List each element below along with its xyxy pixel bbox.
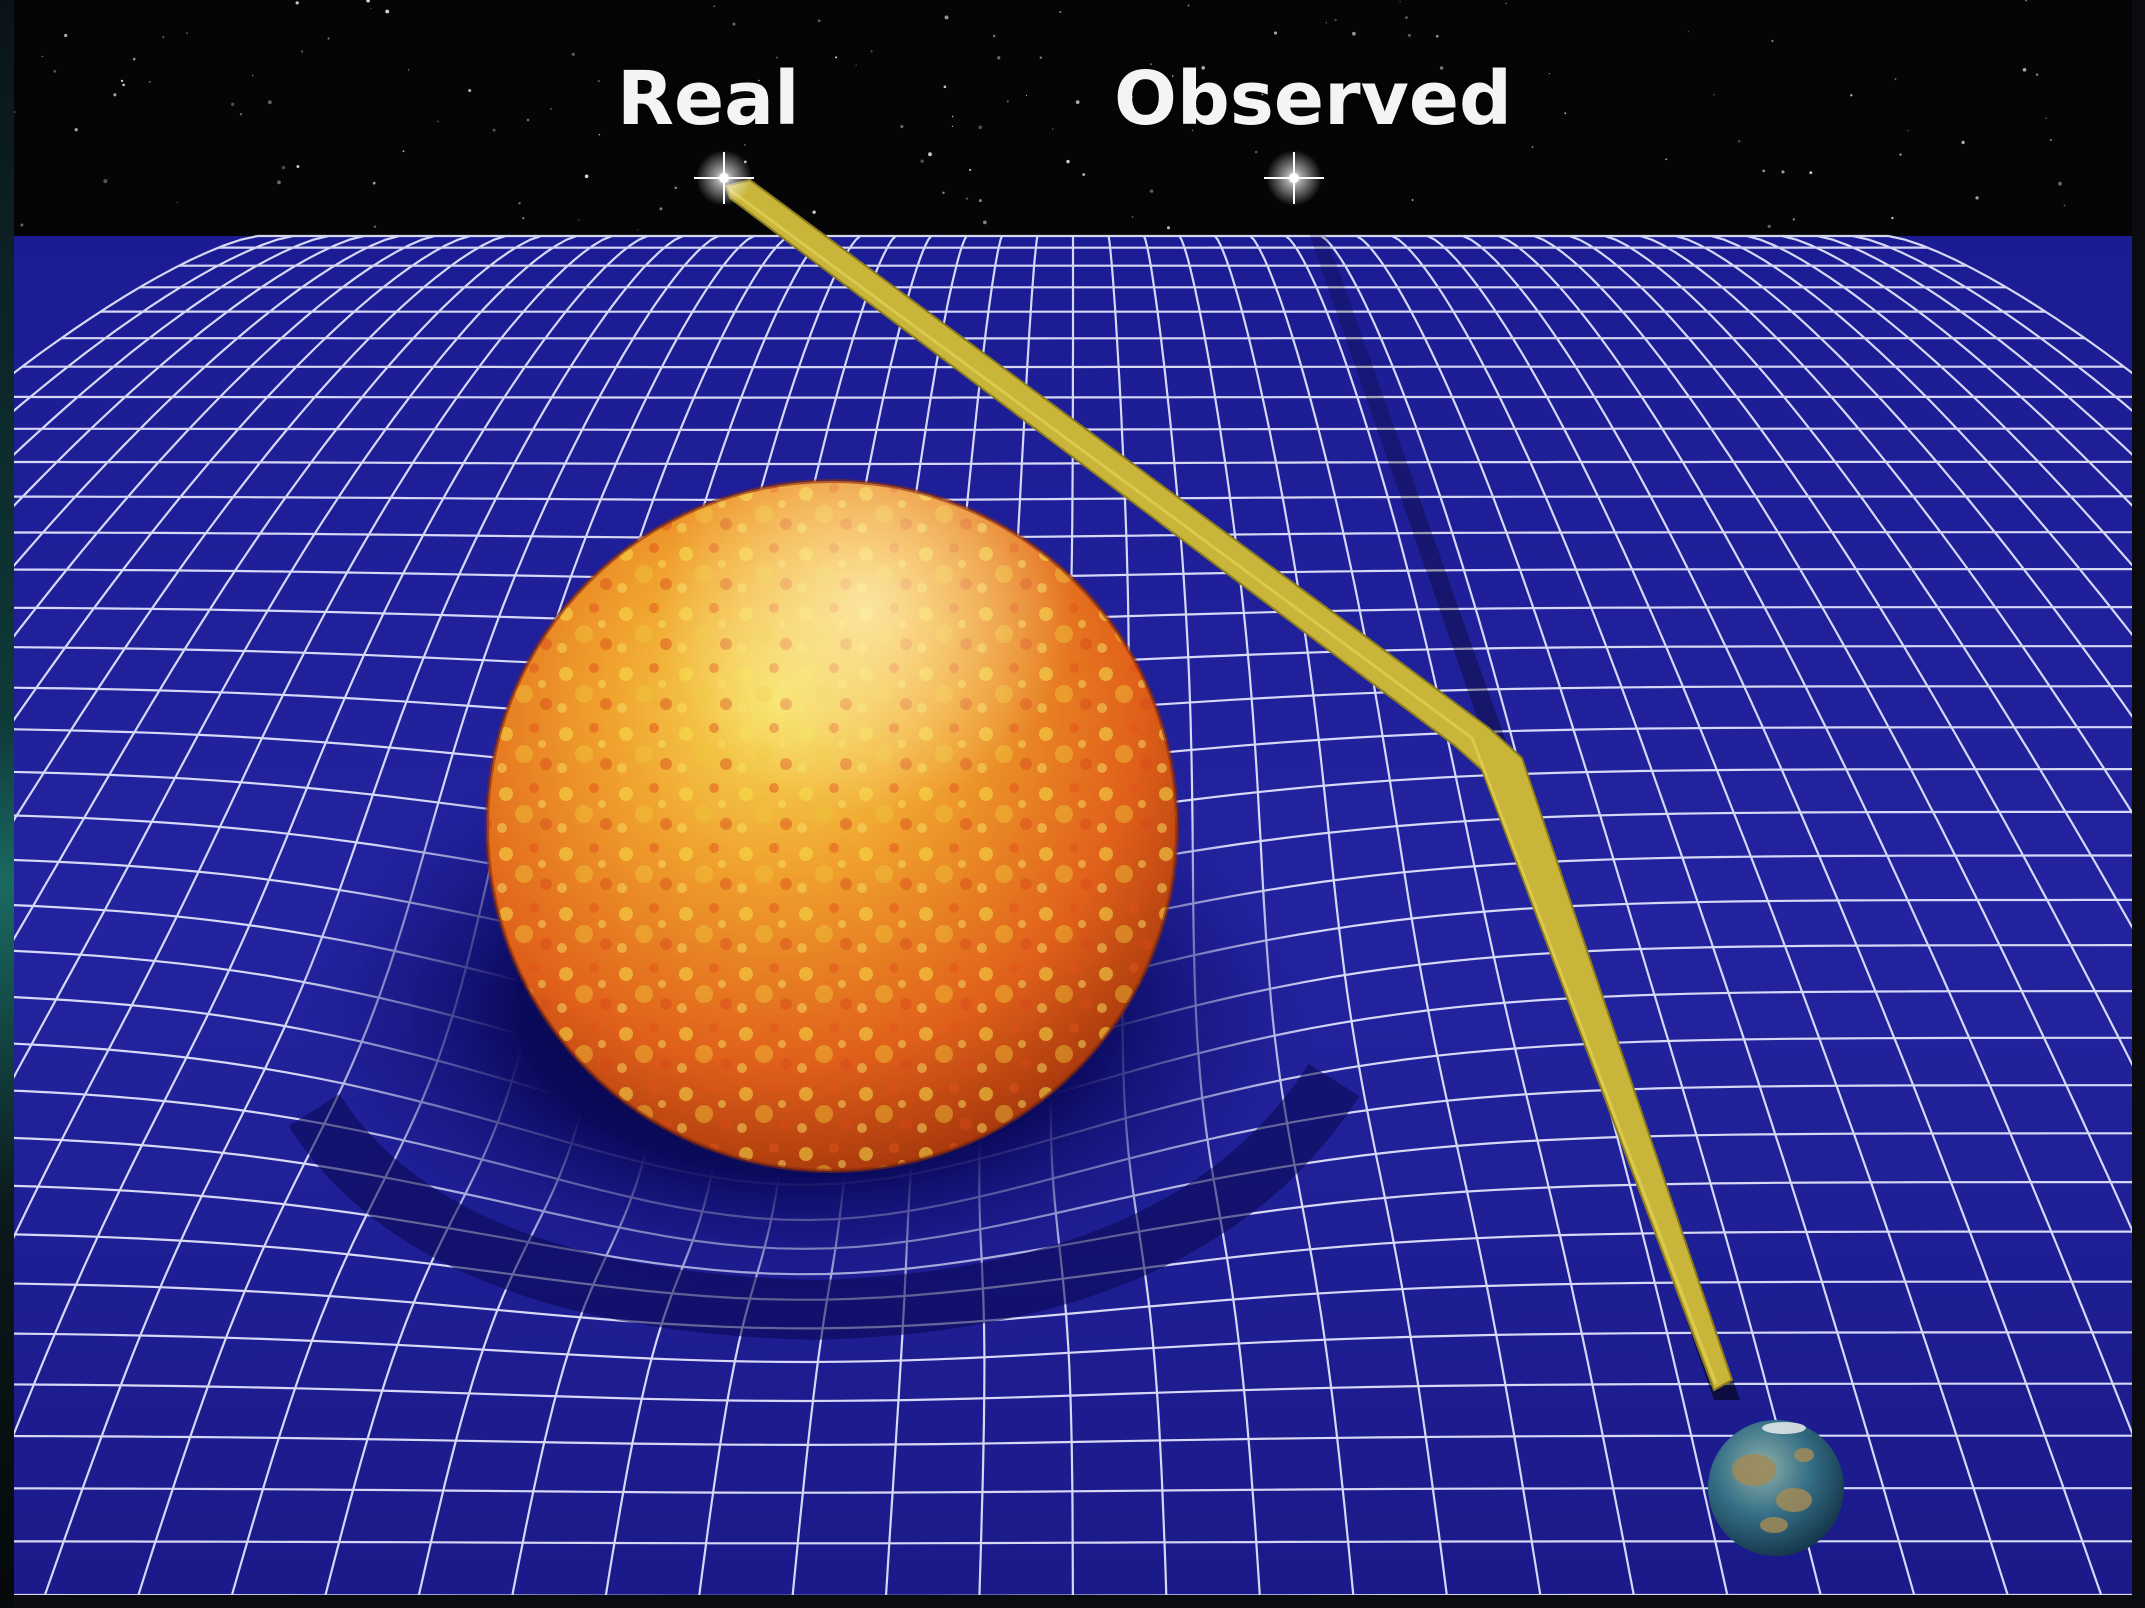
real-star-label: Real xyxy=(617,56,800,142)
background-stars xyxy=(14,0,2066,231)
observed-star-label: Observed xyxy=(1114,56,1513,142)
earth-globe xyxy=(1708,1420,1844,1556)
sun-sphere xyxy=(485,479,1179,1173)
night-sky xyxy=(14,0,2132,238)
gravity-well-rim xyxy=(288,1063,1360,1341)
spacetime-scene xyxy=(14,0,2132,1595)
left-frame-edge xyxy=(0,0,14,1608)
spacetime-grid xyxy=(14,234,2132,1595)
bent-light-ray xyxy=(724,178,1734,1392)
star-glint-icon xyxy=(1264,150,1324,206)
star-glint-icon xyxy=(694,150,754,206)
